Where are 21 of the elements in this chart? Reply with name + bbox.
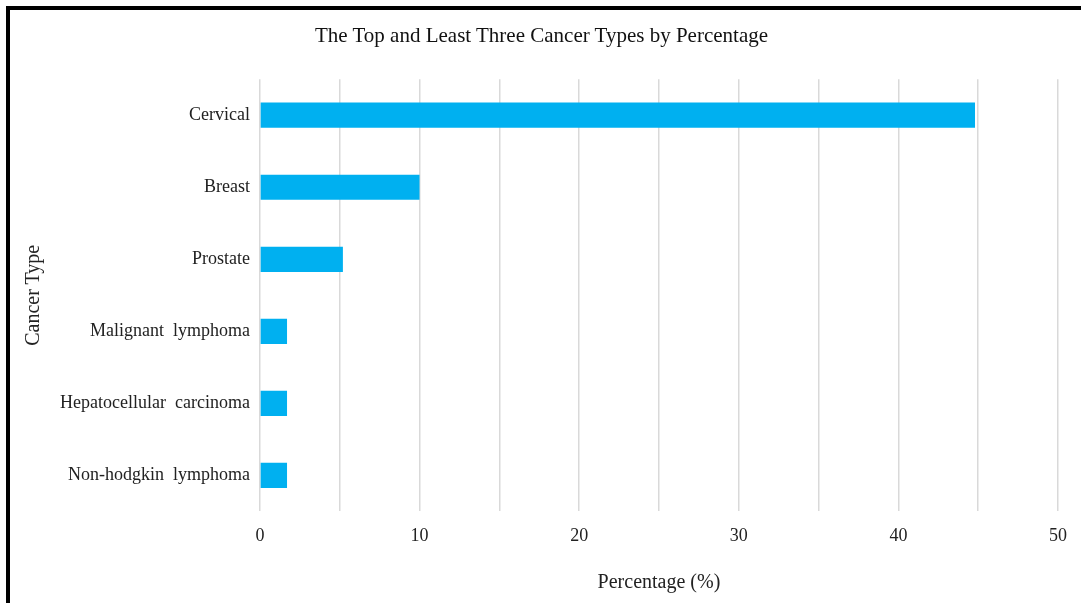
x-tick-label: 10: [410, 524, 429, 545]
y-axis-title: Cancer Type: [21, 244, 45, 346]
bar: [260, 462, 288, 488]
y-tick-label: Malignant lymphoma: [89, 320, 250, 341]
y-tick-label: Cervical: [188, 103, 250, 124]
bar: [260, 246, 343, 272]
bar: [260, 318, 288, 344]
x-tick-label: 0: [255, 524, 265, 545]
x-tick-label: 50: [1049, 524, 1067, 545]
x-tick-label: 30: [729, 524, 748, 545]
y-tick-label: Breast: [203, 175, 250, 196]
bar: [260, 174, 420, 200]
chart-title: The Top and Least Three Cancer Types by Percentage: [314, 23, 769, 48]
bar: [260, 102, 975, 128]
y-tick-label: Non-hodgkin lymphoma: [67, 464, 250, 485]
y-tick-label: Hepatocellular carcinoma: [59, 392, 250, 413]
x-tick-label: 20: [570, 524, 589, 545]
x-tick-label: 40: [889, 524, 908, 545]
x-axis-title: Percentage (%): [597, 570, 721, 594]
bar: [260, 390, 288, 416]
y-tick-label: Prostate: [191, 248, 250, 269]
